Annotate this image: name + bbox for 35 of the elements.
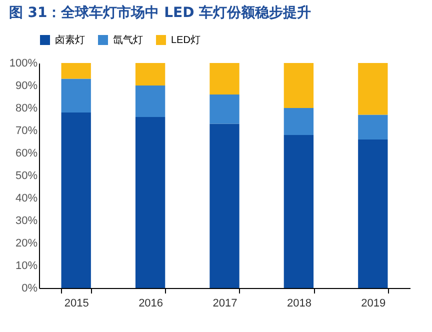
legend-label: 卤素灯 xyxy=(55,34,85,46)
y-tick-label: 10% xyxy=(15,260,38,272)
x-tick-label: 2015 xyxy=(64,298,89,310)
bar xyxy=(358,114,388,140)
bar xyxy=(135,117,166,288)
x-tick-label: 2017 xyxy=(212,298,238,310)
bar xyxy=(135,63,166,86)
bar xyxy=(135,86,166,117)
y-tick-label: 20% xyxy=(15,238,38,250)
x-tick-label: 2016 xyxy=(138,298,164,310)
bar xyxy=(358,140,388,288)
y-tick-label: 80% xyxy=(15,102,38,114)
legend-label: 氙气灯 xyxy=(113,34,143,46)
y-tick-label: 40% xyxy=(15,192,38,204)
y-tick-label: 30% xyxy=(15,215,38,227)
bar xyxy=(61,78,91,112)
bar xyxy=(284,63,314,108)
chart-title: 图 31：全球车灯市场中 LED 车灯份额稳步提升 xyxy=(8,4,312,21)
y-tick-label: 60% xyxy=(15,148,38,160)
bar xyxy=(61,112,91,288)
bar xyxy=(284,135,314,288)
x-tick-label: 2019 xyxy=(361,298,386,310)
y-tick-label: 50% xyxy=(15,170,38,182)
bar xyxy=(284,108,314,135)
legend-label: LED灯 xyxy=(171,34,200,46)
bar xyxy=(61,63,91,79)
y-tick-label: 70% xyxy=(15,125,38,137)
y-tick-label: 90% xyxy=(15,80,38,92)
bar xyxy=(210,124,240,288)
bar xyxy=(210,94,240,124)
y-tick-label: 0% xyxy=(22,282,38,294)
bar xyxy=(210,63,240,94)
x-tick-label: 2018 xyxy=(286,298,312,310)
bar xyxy=(358,63,388,115)
y-tick-label: 100% xyxy=(9,58,38,70)
